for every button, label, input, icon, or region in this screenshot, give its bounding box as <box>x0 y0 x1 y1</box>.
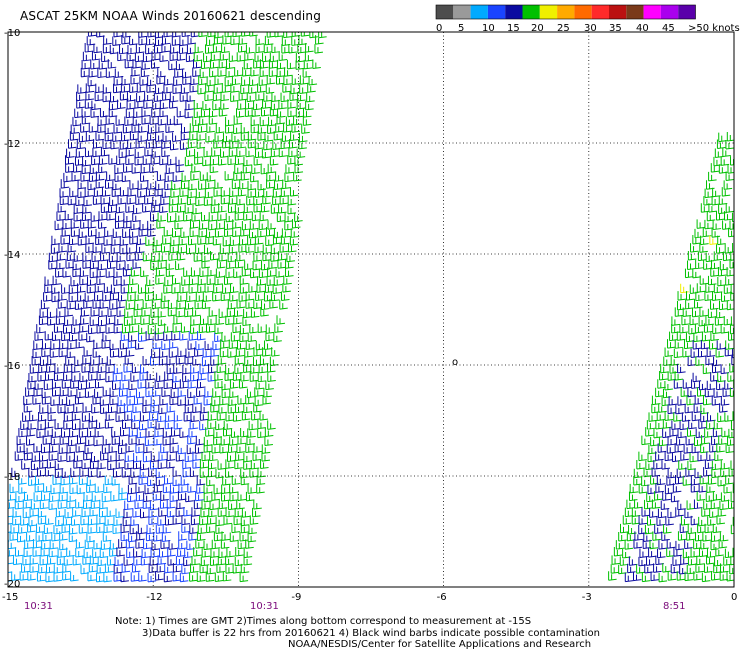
legend-swatch <box>436 5 454 19</box>
legend-swatch <box>678 5 696 19</box>
legend-label: 5 <box>458 23 464 34</box>
lon-tick-label: -3 <box>582 592 592 603</box>
swath-time-label: 10:31 <box>24 601 53 612</box>
legend-swatch <box>591 5 609 19</box>
legend-swatch <box>453 5 471 19</box>
swath-time-label: 8:51 <box>663 601 685 612</box>
legend-label: 0 <box>436 23 442 34</box>
lat-tick-label: -16 <box>4 361 20 372</box>
legend-swatch <box>574 5 592 19</box>
note-line-2: 3)Data buffer is 22 hrs from 20160621 4)… <box>142 628 600 639</box>
legend-label: 25 <box>557 23 570 34</box>
legend-label: 15 <box>507 23 520 34</box>
lon-tick-label: -12 <box>146 592 162 603</box>
lat-tick-label: -12 <box>4 139 20 150</box>
lat-tick-label: -20 <box>4 579 20 590</box>
map-title: ASCAT 25KM NOAA Winds 20160621 descendin… <box>20 9 322 23</box>
plot-frame <box>7 31 735 588</box>
legend-label: 45 <box>662 23 675 34</box>
legend-label: 10 <box>482 23 495 34</box>
note-line-3: NOAA/NESDIS/Center for Satellite Applica… <box>288 639 592 650</box>
lat-tick-label: -18 <box>4 472 20 483</box>
legend-label: 40 <box>636 23 649 34</box>
lon-tick-label: -9 <box>291 592 301 603</box>
lon-tick-label: -6 <box>437 592 447 603</box>
legend-swatch <box>626 5 644 19</box>
note-line-1: Note: 1) Times are GMT 2)Times along bot… <box>115 616 532 627</box>
legend-swatch <box>660 5 679 19</box>
lat-tick-label: -10 <box>4 28 20 39</box>
legend-label: 35 <box>609 23 622 34</box>
grid-lines <box>8 32 734 587</box>
legend-swatch <box>522 5 540 19</box>
swath-time-label: 10:31 <box>250 601 279 612</box>
lon-tick-label: 0 <box>731 592 737 603</box>
legend-swatch <box>643 5 661 19</box>
speed-legend: 0 5 10 15 20 25 30 35 40 45 >50 knots <box>435 4 740 34</box>
lon-tick-label: -15 <box>2 592 18 603</box>
legend-label: 30 <box>584 23 597 34</box>
legend-swatch <box>505 5 523 19</box>
island-marker: o <box>452 357 458 368</box>
legend-label: >50 knots <box>688 23 740 34</box>
axis-ticks: -15 -12 -9 -6 -3 0 -10 -12 -14 -16 -18 -20 10:31 10:3… <box>2 28 737 612</box>
legend-swatch <box>487 5 506 19</box>
legend-swatch <box>609 5 627 19</box>
lat-tick-label: -14 <box>4 250 20 261</box>
wind-barbs <box>8 32 734 583</box>
legend-swatch <box>557 5 575 19</box>
legend-swatch <box>539 5 558 19</box>
legend-label: 20 <box>531 23 544 34</box>
legend-swatch <box>470 5 488 19</box>
